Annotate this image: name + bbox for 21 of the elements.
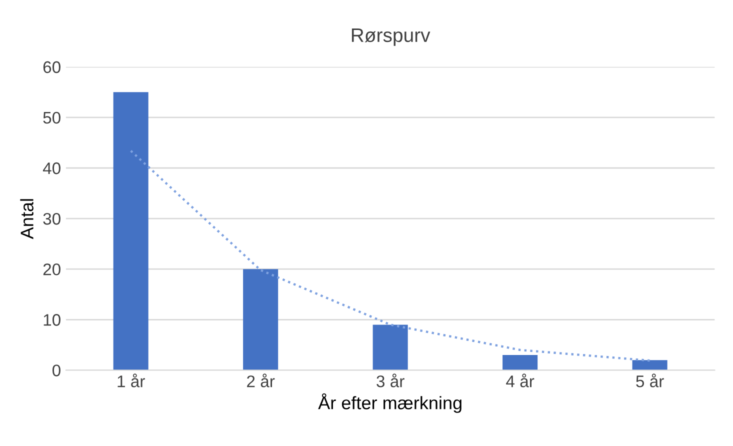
y-tick-label: 50 <box>43 112 60 124</box>
bar <box>113 92 148 370</box>
x-axis-title: År efter mærkning <box>318 393 462 413</box>
line-series <box>130 150 651 362</box>
bar <box>372 324 408 370</box>
chart-title: Rørspurv <box>352 28 430 46</box>
y-tick-label: 30 <box>43 212 60 225</box>
x-tick-label: 4 år <box>506 374 534 388</box>
bar <box>632 360 668 370</box>
bar <box>243 269 278 370</box>
bar <box>502 355 538 370</box>
x-tick-label: 3 år <box>376 374 404 388</box>
y-axis-title: Antal <box>20 199 34 240</box>
y-tick-label: 20 <box>43 263 60 276</box>
y-tick-label: 40 <box>42 162 60 174</box>
y-tick-label: 10 <box>44 314 60 326</box>
x-tick-label: 5 år <box>636 374 664 388</box>
y-tick-label: 0 <box>52 364 60 376</box>
x-tick-label: 2 år <box>247 374 275 388</box>
y-tick-label: 60 <box>43 61 60 74</box>
x-tick-label: 1 år <box>118 374 145 388</box>
